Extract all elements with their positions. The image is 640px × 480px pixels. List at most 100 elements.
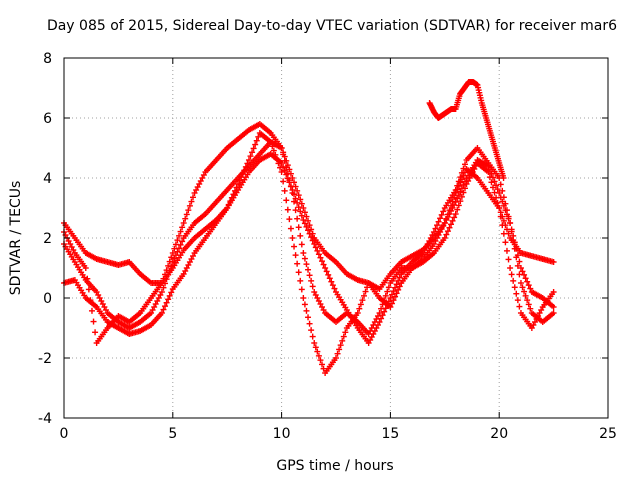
trace-marker bbox=[489, 184, 496, 191]
trace-marker bbox=[270, 147, 277, 154]
data-point bbox=[550, 259, 557, 265]
trace-marker bbox=[435, 218, 442, 225]
trace-marker bbox=[186, 202, 193, 209]
trace-marker bbox=[510, 237, 517, 244]
trace-marker bbox=[462, 178, 469, 185]
data-point bbox=[517, 265, 524, 271]
trace-marker bbox=[449, 217, 456, 224]
trace-marker bbox=[494, 186, 501, 193]
trace-marker bbox=[298, 200, 305, 207]
trace-marker bbox=[385, 284, 392, 291]
trace-marker bbox=[460, 181, 467, 188]
trace-marker bbox=[516, 303, 523, 310]
trace-marker bbox=[462, 161, 469, 168]
trace-marker bbox=[432, 225, 439, 232]
trace-marker bbox=[337, 342, 344, 349]
trace-marker bbox=[434, 222, 441, 229]
trace-marker bbox=[287, 225, 294, 232]
trace-marker bbox=[292, 252, 299, 259]
data-point bbox=[430, 229, 437, 235]
trace-marker bbox=[168, 289, 175, 296]
trace-marker bbox=[457, 188, 464, 195]
trace-marker bbox=[283, 197, 290, 204]
trace-marker bbox=[499, 222, 506, 229]
y-tick-label: 2 bbox=[43, 231, 52, 247]
trace-marker bbox=[505, 213, 512, 220]
trace-marker bbox=[505, 256, 512, 263]
trace-marker bbox=[88, 307, 95, 314]
trace-marker bbox=[163, 299, 170, 306]
grid-lines bbox=[64, 58, 608, 418]
data-point bbox=[245, 157, 252, 163]
trace-marker bbox=[362, 288, 369, 295]
trace-marker bbox=[183, 211, 190, 218]
x-axis-label: GPS time / hours bbox=[276, 458, 393, 474]
trace-marker bbox=[379, 312, 386, 319]
trace-marker bbox=[308, 327, 315, 334]
trace-marker bbox=[297, 277, 304, 284]
trace-marker bbox=[179, 224, 186, 231]
data-point bbox=[300, 205, 307, 211]
trace-marker bbox=[524, 297, 531, 304]
trace-marker bbox=[323, 268, 330, 275]
trace-marker bbox=[301, 255, 308, 262]
data-point bbox=[158, 289, 165, 295]
trace-marker bbox=[393, 281, 400, 288]
trace-marker bbox=[508, 228, 515, 235]
trace-marker bbox=[449, 198, 456, 205]
trace-marker bbox=[446, 207, 453, 214]
trace-marker bbox=[395, 286, 402, 293]
data-point bbox=[550, 310, 557, 316]
trace-marker bbox=[326, 275, 333, 282]
data-point bbox=[278, 160, 285, 166]
trace-marker bbox=[308, 277, 315, 284]
trace-marker bbox=[503, 207, 510, 214]
trace-marker bbox=[294, 215, 301, 222]
trace-marker bbox=[317, 357, 324, 364]
data-point bbox=[311, 241, 318, 247]
y-tick-label: -2 bbox=[38, 351, 52, 367]
data-point bbox=[496, 190, 503, 196]
trace-marker bbox=[502, 239, 509, 246]
trace-marker bbox=[306, 272, 313, 279]
trace-marker bbox=[84, 275, 91, 282]
trace-marker bbox=[319, 361, 326, 368]
trace-marker bbox=[241, 167, 248, 174]
trace-marker bbox=[524, 278, 531, 285]
trace-marker bbox=[382, 292, 389, 299]
trace-marker bbox=[522, 275, 529, 282]
trace-marker bbox=[269, 143, 276, 150]
trace-marker bbox=[286, 179, 293, 186]
trace-marker bbox=[382, 305, 389, 312]
trace-marker bbox=[493, 182, 500, 189]
trace-marker bbox=[454, 182, 461, 189]
trace-marker bbox=[357, 301, 364, 308]
trace-marker bbox=[508, 271, 515, 278]
data-point bbox=[500, 175, 507, 181]
trace-marker bbox=[319, 258, 326, 265]
trace-marker bbox=[388, 300, 395, 307]
trace-marker bbox=[250, 145, 257, 152]
trace-marker bbox=[454, 195, 461, 202]
x-tick-label: 25 bbox=[599, 426, 617, 442]
trace-marker bbox=[334, 350, 341, 357]
trace-marker bbox=[513, 290, 520, 297]
trace-marker bbox=[176, 232, 183, 239]
trace-marker bbox=[499, 187, 506, 194]
trace-marker bbox=[168, 254, 175, 261]
trace-marker bbox=[295, 204, 302, 211]
trace-marker bbox=[294, 187, 301, 194]
y-tick-label: -4 bbox=[38, 411, 52, 427]
trace-marker bbox=[295, 269, 302, 276]
trace-marker bbox=[306, 230, 313, 237]
data-point bbox=[180, 220, 187, 226]
trace-marker bbox=[284, 175, 291, 182]
data-point bbox=[300, 295, 307, 301]
trace-marker bbox=[301, 209, 308, 216]
trace-marker bbox=[331, 285, 338, 292]
trace-marker bbox=[315, 251, 322, 258]
data-point bbox=[376, 310, 383, 316]
data-point bbox=[517, 280, 524, 286]
trace-marker bbox=[244, 160, 251, 167]
